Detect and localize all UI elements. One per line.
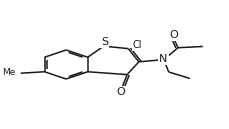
Text: Cl: Cl — [133, 40, 142, 50]
Text: O: O — [116, 87, 125, 97]
Text: O: O — [170, 30, 179, 40]
Text: N: N — [159, 54, 167, 64]
Text: Me: Me — [2, 68, 16, 77]
Text: S: S — [101, 37, 108, 47]
